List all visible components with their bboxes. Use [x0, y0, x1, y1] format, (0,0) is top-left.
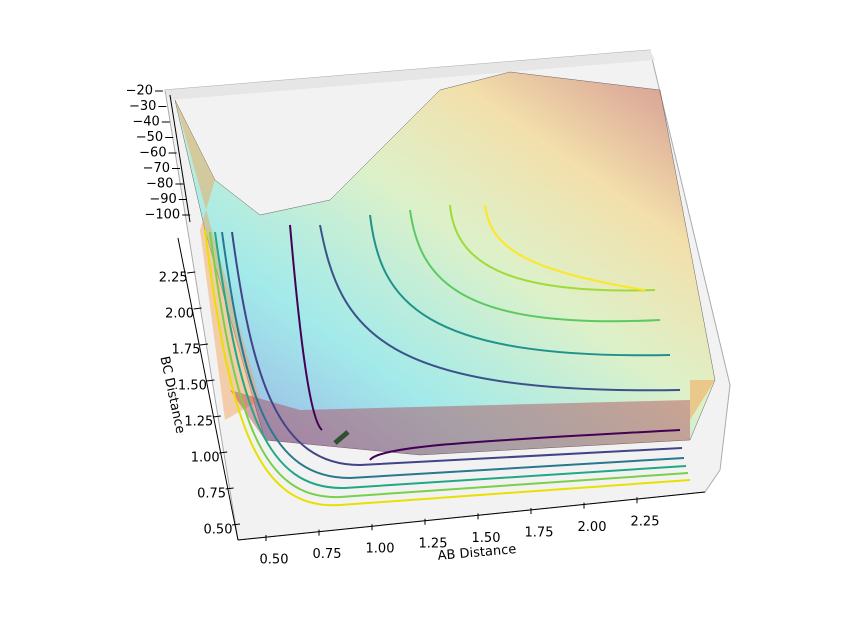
x-axis-title: AB Distance — [437, 542, 517, 564]
x-tick-label: 0.75 — [313, 547, 342, 562]
x-axis-line — [237, 491, 706, 541]
z-tick-label: −90 — [149, 192, 176, 207]
y-tick-label: 1.75 — [172, 343, 201, 358]
y-tick — [193, 307, 202, 310]
z-tick-label: −100 — [144, 208, 180, 223]
y-axis-line — [177, 237, 239, 541]
z-axis-line — [169, 94, 191, 223]
y-tick-label: 1.00 — [191, 451, 220, 466]
x-tick-label: 0.50 — [260, 553, 289, 568]
y-tick-label: 1.50 — [178, 379, 207, 394]
x-tick-label: 2.25 — [631, 515, 660, 530]
y-tick-label: 0.75 — [197, 487, 226, 502]
y-axis-title: BC Distance — [156, 355, 187, 435]
contours — [204, 204, 691, 507]
z-tick-label: −60 — [139, 146, 166, 161]
x-tick-label: 1.50 — [472, 531, 501, 546]
y-tick-label: 0.50 — [204, 523, 233, 538]
x-tick-label: 1.25 — [419, 536, 448, 551]
y-tick — [187, 271, 196, 274]
z-tick-label: −70 — [143, 161, 170, 176]
z-tick-label: −80 — [146, 177, 173, 192]
x-tick-label: 1.00 — [366, 542, 395, 557]
y-tick — [212, 415, 221, 418]
x-tick-label: 2.00 — [578, 520, 607, 535]
y-tick-label: 1.25 — [184, 415, 213, 430]
z-tick-label: −20 — [126, 84, 153, 99]
z-tick-label: −40 — [132, 115, 159, 130]
y-tick — [199, 343, 209, 346]
y-tick — [231, 523, 241, 526]
z-tick-label: −30 — [129, 99, 156, 114]
x-tick-label: 1.75 — [525, 526, 554, 541]
z-tick-label: −50 — [136, 130, 163, 145]
y-tick — [219, 451, 228, 454]
y-tick-label: 2.25 — [159, 271, 188, 286]
y-tick — [225, 487, 234, 490]
y-tick — [206, 379, 215, 382]
y-tick-label: 2.00 — [165, 307, 194, 322]
